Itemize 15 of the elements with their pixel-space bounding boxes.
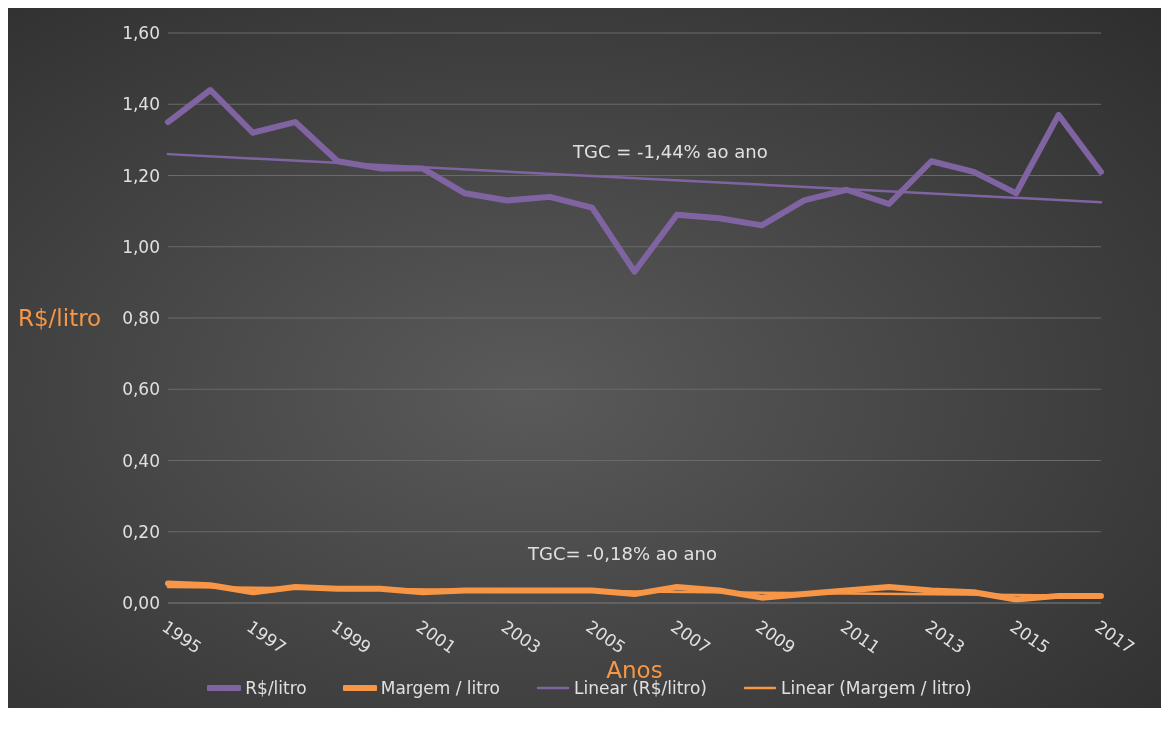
legend-label: Margem / litro <box>379 678 500 698</box>
y-tick-label: 0,00 <box>122 593 160 614</box>
legend-label: R$/litro <box>244 678 307 698</box>
annotation: TGC = -1,44% ao ano <box>573 141 768 162</box>
y-tick-label: 0,60 <box>122 379 160 400</box>
legend-label: Linear (Margem / litro) <box>780 678 972 698</box>
y-tick-label: 1,40 <box>122 94 160 115</box>
y-tick-label: 0,40 <box>122 450 160 471</box>
y-tick-label: 1,60 <box>122 23 160 44</box>
annotation: TGC= -0,18% ao ano <box>528 543 717 564</box>
y-tick-label: 1,00 <box>122 236 160 257</box>
y-tick-label: 0,20 <box>122 521 160 542</box>
y-axis-title: R$/litro <box>18 305 102 332</box>
y-tick-label: 0,80 <box>122 308 160 329</box>
y-tick-label: 1,20 <box>122 165 160 186</box>
